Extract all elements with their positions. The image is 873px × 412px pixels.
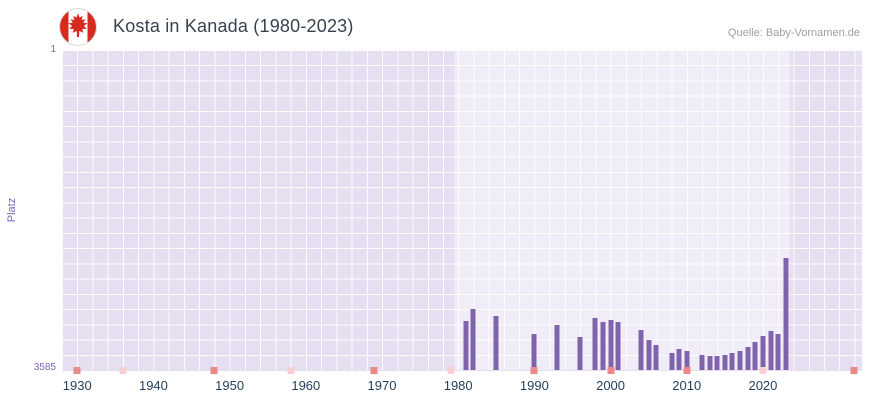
- y-tick-bottom: 3585: [33, 362, 56, 373]
- bar-2008: [669, 352, 675, 370]
- bar-1999: [600, 322, 606, 370]
- x-tick-label-1930: 1930: [62, 378, 92, 393]
- bar-2009: [676, 349, 682, 370]
- bar-2022: [775, 333, 781, 370]
- bar-2019: [752, 341, 758, 370]
- source-attribution: Quelle: Baby-Vornamen.de: [727, 27, 860, 39]
- chart-title: Kosta in Kanada (1980-2023): [113, 16, 354, 36]
- bar-2004: [638, 330, 644, 370]
- bar-2000: [608, 319, 614, 370]
- bar-2021: [768, 331, 774, 370]
- bar-2020: [760, 335, 766, 370]
- bar-1998: [592, 317, 598, 370]
- bar-2018: [745, 347, 751, 370]
- bar-2005: [646, 340, 652, 370]
- baseline-mark-2032: [850, 367, 858, 374]
- bar-2014: [714, 355, 720, 370]
- x-tick-label-1950: 1950: [215, 378, 245, 393]
- x-tick-label-1960: 1960: [291, 378, 321, 393]
- bar-2013: [707, 356, 713, 370]
- baseline-mark-1969: [370, 367, 378, 374]
- x-tick-label-2020: 2020: [748, 378, 778, 393]
- bar-1993: [554, 324, 560, 370]
- bar-2006: [653, 345, 659, 370]
- bar-1990: [531, 333, 537, 370]
- x-tick-label-1980: 1980: [443, 378, 473, 393]
- x-tick-label-1940: 1940: [138, 378, 168, 393]
- x-tick-label-1970: 1970: [367, 378, 397, 393]
- bar-2001: [615, 322, 621, 370]
- bar-2017: [737, 350, 743, 370]
- x-tick-label-1990: 1990: [519, 378, 549, 393]
- x-tick-label-2000: 2000: [596, 378, 626, 393]
- baseline-mark-1936: [119, 367, 127, 374]
- x-axis-labels: 1930 1940 1950 1960 1970 1980 1990 2000 2010 2020: [62, 378, 862, 398]
- baseline-mark-2010: [683, 367, 691, 374]
- baseline-mark-2020: [759, 367, 767, 374]
- baseline-mark-2000: [607, 367, 615, 374]
- baseline-mark-1979: [447, 367, 455, 374]
- bar-1982: [470, 308, 476, 370]
- bar-2010: [684, 350, 690, 370]
- bar-1981: [463, 321, 469, 370]
- bar-2012: [699, 355, 705, 370]
- baseline-mark-1990: [530, 367, 538, 374]
- bar-2016: [729, 353, 735, 370]
- bar-1996: [577, 336, 583, 370]
- x-tick-label-2010: 2010: [672, 378, 702, 393]
- canada-flag-icon: [59, 8, 97, 46]
- baseline-mark-1958: [287, 367, 295, 374]
- baseline-mark-1930: [73, 367, 81, 374]
- baseline-mark-1948: [210, 367, 218, 374]
- bar-2023: [783, 257, 789, 370]
- y-tick-top: 1: [50, 44, 56, 55]
- y-axis-title: Platz: [6, 197, 18, 223]
- plot-area: [62, 50, 862, 374]
- bar-2015: [722, 354, 728, 370]
- bar-1985: [493, 315, 499, 370]
